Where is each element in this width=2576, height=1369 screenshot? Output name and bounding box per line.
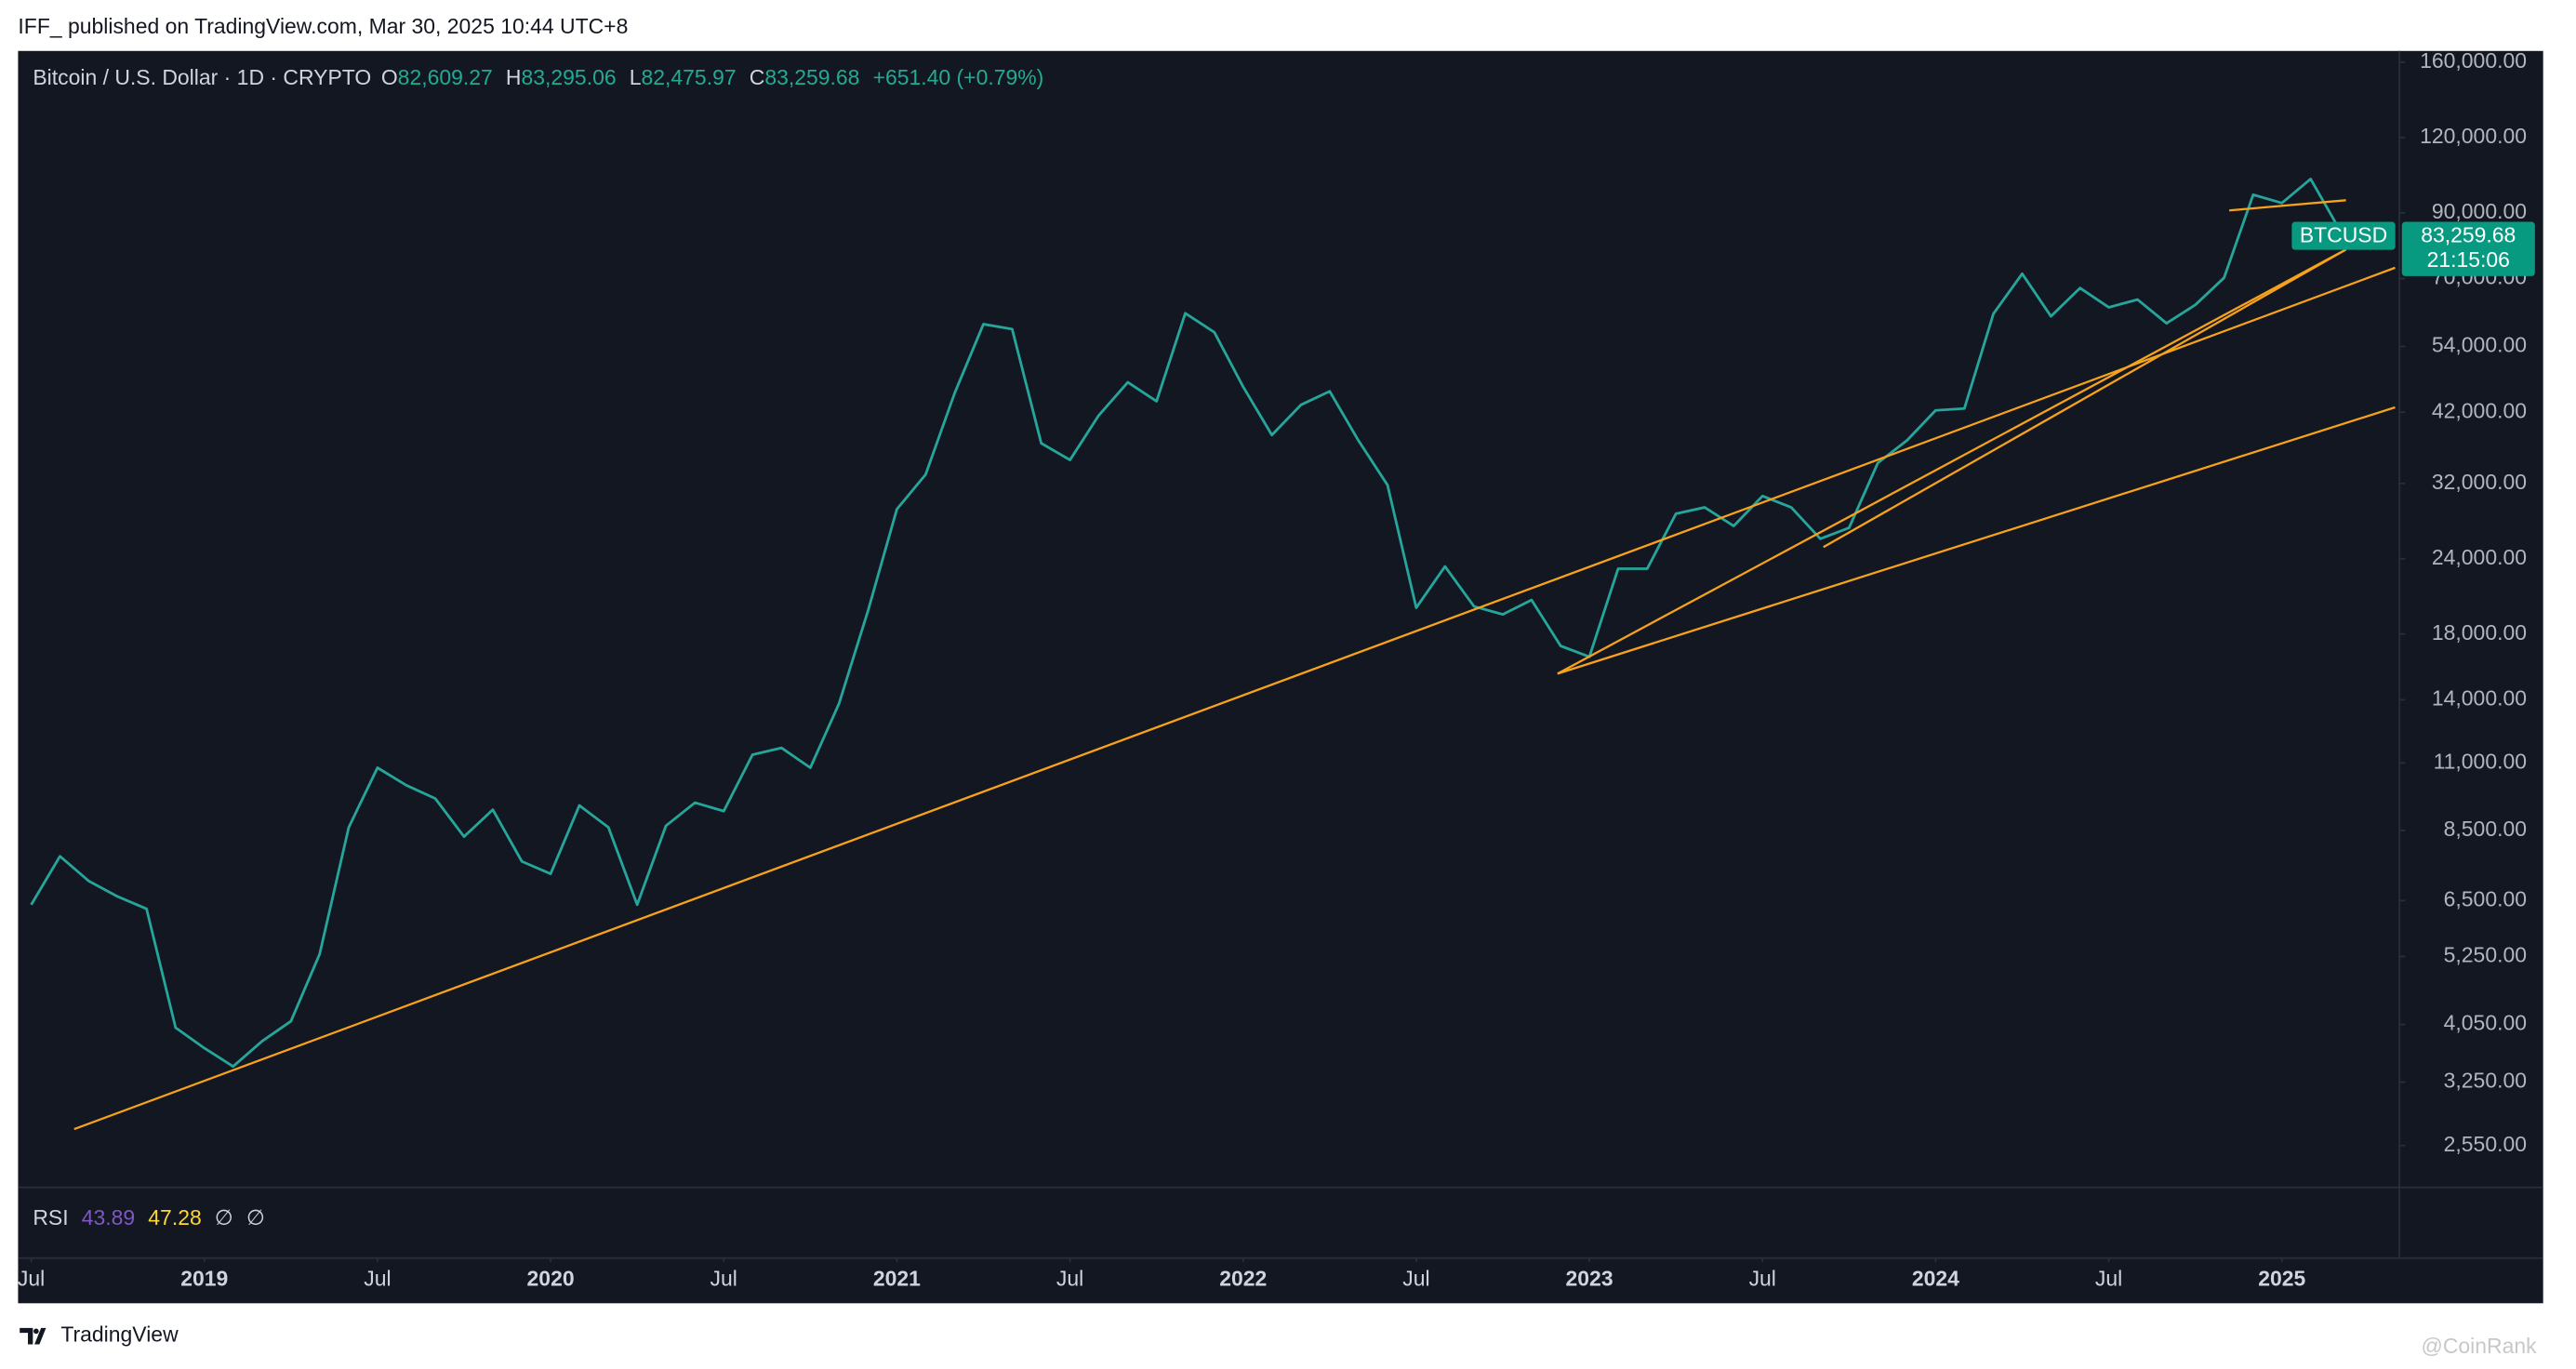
trendline	[2229, 199, 2346, 212]
price-tag-price: 83,259.68	[2421, 223, 2516, 247]
change: +651.40 (+0.79%)	[873, 65, 1044, 89]
x-tick-label: 2019	[180, 1267, 228, 1291]
x-tick-label: Jul	[710, 1267, 737, 1291]
symbol: Bitcoin / U.S. Dollar · 1D · CRYPTO	[33, 65, 371, 89]
price-line	[30, 178, 2368, 1069]
indicator-name: RSI	[33, 1205, 68, 1229]
y-tick-label: 3,250.00	[2444, 1069, 2527, 1093]
trendline	[73, 266, 2396, 1131]
price-tag-countdown: 21:15:06	[2427, 247, 2510, 272]
x-tick-label: Jul	[1056, 1267, 1083, 1291]
chart-pane	[18, 50, 2543, 1304]
trendline	[1823, 248, 2347, 549]
ohlc-value: 82,609.27	[398, 65, 493, 89]
y-tick-label: 11,000.00	[2434, 749, 2527, 773]
y-tick-label: 32,000.00	[2432, 470, 2527, 494]
y-tick-label: 120,000.00	[2420, 124, 2527, 148]
y-tick-label: 4,050.00	[2444, 1011, 2527, 1035]
price-tag	[2401, 221, 2535, 276]
trendline	[1557, 405, 2396, 675]
x-tick-label: 2021	[873, 1267, 921, 1291]
brand: TradingView	[60, 1322, 179, 1347]
x-tick-label: Jul	[1402, 1267, 1429, 1291]
x-tick-label: 2023	[1566, 1267, 1613, 1291]
x-tick-label: 2022	[1219, 1267, 1267, 1291]
ohlc-key: H	[506, 65, 522, 89]
x-tick-label: Jul	[1749, 1267, 1776, 1291]
y-tick-label: 42,000.00	[2432, 398, 2527, 422]
y-tick-label: 5,250.00	[2444, 943, 2527, 967]
ohlc-key: L	[630, 65, 642, 89]
y-tick-label: 160,000.00	[2420, 48, 2527, 73]
watermark: @CoinRank	[2422, 1334, 2538, 1358]
y-tick-label: 8,500.00	[2444, 817, 2527, 841]
y-tick-label: 18,000.00	[2432, 620, 2527, 645]
symbol-tag-label: BTCUSD	[2300, 223, 2387, 247]
y-tick-label: 2,550.00	[2444, 1132, 2527, 1156]
x-tick-label: 2025	[2258, 1267, 2305, 1291]
y-tick-label: 14,000.00	[2432, 686, 2527, 711]
published-note: IFF_ published on TradingView.com, Mar 3…	[18, 14, 628, 38]
ohlc-value: 82,475.97	[642, 65, 737, 89]
ohlc-value: 83,295.06	[522, 65, 617, 89]
ohlc-key: O	[381, 65, 398, 89]
x-tick-label: Jul	[2095, 1267, 2122, 1291]
symbol-tag	[2291, 221, 2396, 250]
y-tick-label: 54,000.00	[2432, 333, 2527, 357]
indicator-value: 43.89	[82, 1205, 135, 1229]
trendline	[1557, 248, 2347, 675]
indicator-value: 47.28	[148, 1205, 201, 1229]
ohlc-key: C	[750, 65, 765, 89]
indicator-extra: ∅	[215, 1205, 233, 1229]
y-tick-label: 6,500.00	[2444, 886, 2527, 910]
x-tick-label: Jul	[364, 1267, 391, 1291]
x-tick-label: 2020	[527, 1267, 575, 1291]
ohlc-value: 83,259.68	[764, 65, 859, 89]
x-tick-label: Jul	[18, 1267, 45, 1291]
indicator-extra: ∅	[246, 1205, 265, 1229]
y-tick-label: 90,000.00	[2432, 199, 2527, 223]
y-tick-label: 24,000.00	[2432, 545, 2527, 569]
x-tick-label: 2024	[1912, 1267, 1959, 1291]
